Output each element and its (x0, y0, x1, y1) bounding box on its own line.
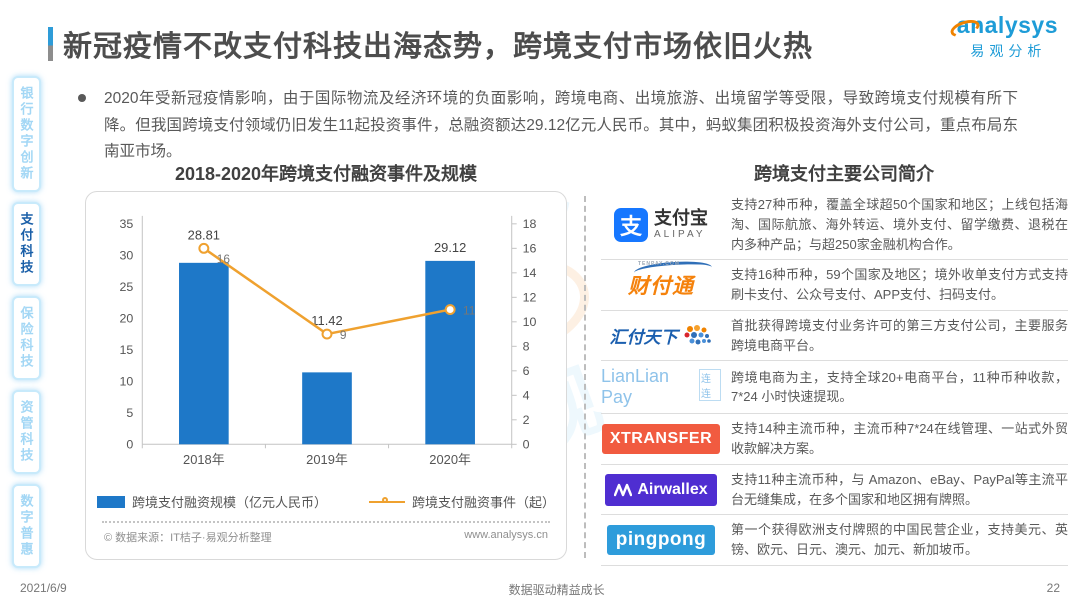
intro-bullet: 2020年受新冠疫情影响，由于国际物流及经济环境的负面影响，跨境电商、出境旅游、… (78, 86, 1018, 166)
svg-text:8: 8 (523, 339, 530, 353)
svg-text:18: 18 (523, 217, 537, 231)
legend-item-bar: 跨境支付融资规模（亿元人民币） (96, 492, 327, 511)
analysys-logo: analysys 易观分析 (948, 12, 1058, 61)
page-number: 22 (1046, 581, 1060, 595)
lianlian-logo: LianLian Pay 连连 (601, 366, 721, 408)
huifu-dots-icon (684, 324, 711, 344)
svg-text:25: 25 (120, 280, 134, 294)
huifu-logo: 汇付天下 (601, 323, 721, 348)
sidebar-nav: 银行数字创新支付科技保险科技资管科技数字普惠 (9, 76, 43, 568)
company-desc: 支持11种主流币种，与 Amazon、eBay、PayPal等主流平台无缝集成，… (731, 471, 1068, 507)
svg-text:28.81: 28.81 (188, 227, 220, 242)
svg-text:4: 4 (523, 388, 530, 402)
company-row-lianlian: LianLian Pay 连连 跨境电商为主，支持全球20+电商平台，11种币种… (601, 361, 1068, 415)
company-desc: 第一个获得欧洲支付牌照的中国民营企业，支持美元、英镑、欧元、日元、澳元、加元、新… (731, 522, 1068, 557)
chart-divider (102, 521, 550, 523)
svg-text:11.42: 11.42 (311, 313, 342, 328)
company-row-huifu: 汇付天下 首批获得跨境支付业务许可的第三方支付公司，主要服务跨境电商平台。 (601, 311, 1068, 362)
svg-text:20: 20 (120, 311, 134, 325)
svg-text:30: 30 (120, 248, 134, 262)
website: www.analysys.cn (464, 529, 548, 541)
svg-text:0: 0 (126, 437, 133, 451)
page-title: 新冠疫情不改支付科技出海态势，跨境支付市场依旧火热 (63, 31, 814, 63)
footer-slogan: 数据驱动精益成长 (508, 583, 605, 597)
sidebar-item-5[interactable]: 数字普惠 (11, 484, 41, 568)
alipay-logo: 支 支付宝 ALIPAY (601, 207, 721, 242)
svg-text:6: 6 (523, 364, 530, 378)
footer-date: 2021/6/9 (20, 581, 67, 595)
svg-text:11: 11 (463, 304, 476, 318)
bullet-icon (78, 94, 86, 102)
company-desc: 支持27种币种，覆盖全球超50个国家和地区；上线包括海淘、国际航旅、海外转运、境… (731, 197, 1068, 252)
tenpay-logo: TENPAY.COM 财付通 (601, 259, 721, 300)
companies-title: 跨境支付主要公司简介 (754, 164, 934, 184)
sidebar-item-1[interactable]: 银行数字创新 (11, 76, 41, 192)
company-row-xtransfer: XTRANSFER 支持14种主流币种，主流币种7*24在线管理、一站式外贸收款… (601, 414, 1068, 465)
bar-line-chart: 0 5 10 15 20 25 30 35 0 2 4 6 8 10 12 14 16 18 28.81 2018年 1… (120, 215, 537, 467)
svg-text:29.12: 29.12 (434, 240, 466, 255)
company-row-tenpay: TENPAY.COM 财付通 支持16种币种，59个国家及地区；境外收单支付方式… (601, 259, 1068, 311)
svg-text:5: 5 (126, 406, 133, 420)
brand-wordmark: analysys (948, 12, 1058, 41)
svg-text:16: 16 (217, 252, 231, 266)
intro-text: 2020年受新冠疫情影响，由于国际物流及经济环境的负面影响，跨境电商、出境旅游、… (104, 90, 1018, 161)
legend-line-swatch (369, 496, 405, 503)
svg-text:2020年: 2020年 (429, 452, 471, 467)
pingpong-logo: pingpong (601, 525, 721, 555)
company-row-pingpong: pingpong 第一个获得欧洲支付牌照的中国民营企业，支持美元、英镑、欧元、日… (601, 515, 1068, 566)
svg-text:16: 16 (523, 241, 537, 255)
sidebar-item-3[interactable]: 保险科技 (11, 296, 41, 380)
company-desc: 支持14种主流币种，主流币种7*24在线管理、一站式外贸收款解决方案。 (731, 421, 1068, 456)
svg-text:10: 10 (120, 374, 134, 388)
chart-source-row: © 数据来源：IT桔子·易观分析整理 www.analysys.cn (94, 523, 558, 545)
svg-text:2: 2 (523, 413, 530, 427)
airwallex-logo: Airwallex (601, 473, 721, 506)
svg-text:0: 0 (523, 437, 530, 451)
xtransfer-logo: XTRANSFER (601, 424, 721, 454)
svg-text:2019年: 2019年 (306, 452, 348, 467)
svg-text:12: 12 (523, 290, 537, 304)
chart-card: 0 5 10 15 20 25 30 35 0 2 4 6 8 10 12 14 16 18 28.81 2018年 1… (85, 191, 567, 560)
company-desc: 支持16种币种，59个国家及地区；境外收单支付方式支持刷卡支付、公众号支付、AP… (731, 267, 1068, 302)
svg-text:9: 9 (340, 328, 347, 342)
alipay-icon: 支 (614, 207, 648, 242)
svg-text:10: 10 (523, 315, 537, 329)
company-row-alipay: 支 支付宝 ALIPAY 支持27种币种，覆盖全球超50个国家和地区；上线包括海… (601, 190, 1068, 261)
brand-chinese: 易观分析 (970, 43, 1047, 59)
legend-bar-swatch (96, 495, 125, 508)
companies-panel: 支 支付宝 ALIPAY 支持27种币种，覆盖全球超50个国家和地区；上线包括海… (601, 190, 1068, 566)
sidebar-item-2[interactable]: 支付科技 (11, 202, 41, 286)
sidebar-item-4[interactable]: 资管科技 (11, 390, 41, 474)
company-desc: 首批获得跨境支付业务许可的第三方支付公司，主要服务跨境电商平台。 (731, 317, 1068, 353)
svg-text:2018年: 2018年 (183, 452, 225, 467)
svg-text:15: 15 (120, 343, 134, 357)
title-accent-bar (48, 27, 53, 61)
chart-legend: 跨境支付融资规模（亿元人民币） 跨境支付融资事件（起） (94, 492, 558, 511)
svg-text:35: 35 (120, 217, 134, 231)
legend-item-line: 跨境支付融资事件（起） (369, 492, 555, 511)
chart-title: 2018-2020年跨境支付融资事件及规模 (174, 164, 478, 184)
airwallex-wave-icon (614, 483, 633, 496)
company-desc: 跨境电商为主，支持全球20+电商平台，11种币种收款，7*24 小时快速提现。 (731, 369, 1068, 405)
vertical-divider (584, 196, 586, 558)
company-row-airwallex: Airwallex 支持11种主流币种，与 Amazon、eBay、PayPal… (601, 465, 1068, 516)
svg-text:14: 14 (523, 266, 537, 280)
data-source: © 数据来源：IT桔子·易观分析整理 (104, 532, 272, 544)
slide-footer: 2021/6/9 数据驱动精益成长 22 (0, 581, 1080, 598)
